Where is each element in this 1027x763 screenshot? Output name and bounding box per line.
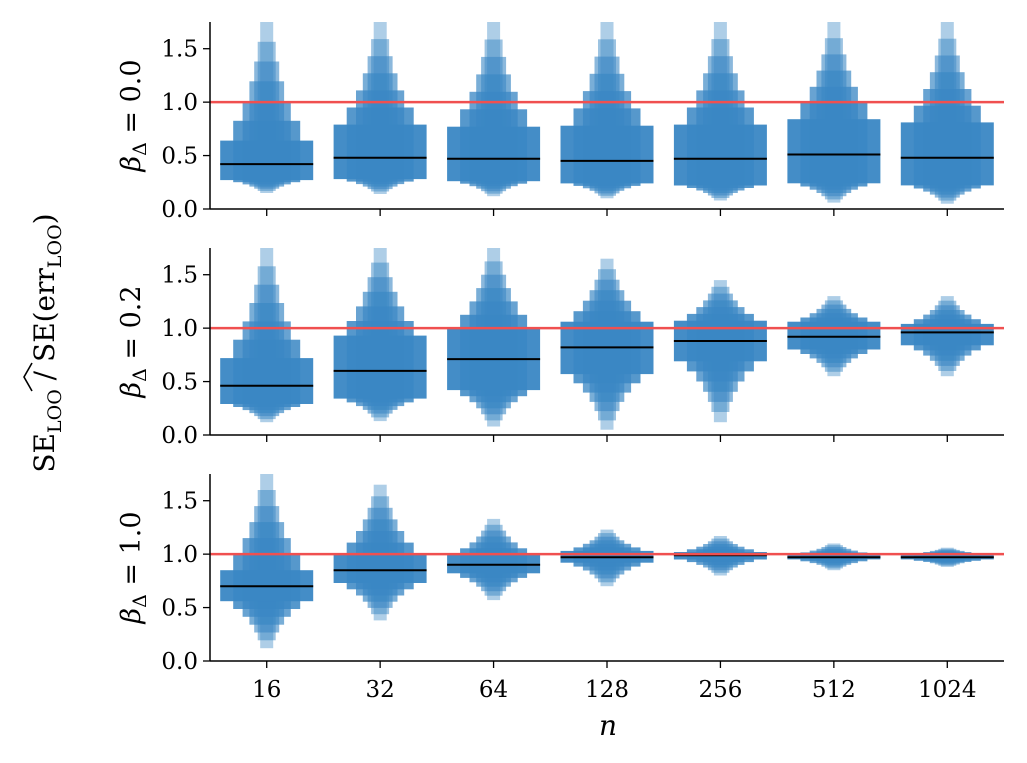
panel-label-value: = 1.0 (116, 511, 147, 594)
y-tick-label: 1.0 (161, 542, 198, 568)
x-tick-label: 64 (479, 677, 508, 703)
y-tick-label: 0.5 (161, 596, 198, 622)
panel-label-value: = 0.2 (116, 285, 147, 368)
y-label-hat (23, 362, 33, 392)
y-tick-label: 0.5 (161, 370, 198, 396)
y-label-sep: / SE(err (28, 267, 61, 389)
lv-box-256-level-0 (673, 124, 767, 186)
x-tick-label: 1024 (918, 677, 977, 703)
lv-box-64-level-0 (447, 554, 541, 574)
x-tick-label: 256 (698, 677, 742, 703)
y-label-sub2: LOO (44, 224, 66, 268)
panel-label-sub: Δ (129, 594, 151, 608)
y-tick-label: 1.0 (161, 90, 198, 116)
x-axis-label: n (599, 709, 617, 742)
y-label-main: SE (28, 433, 61, 473)
y-tick-label: 1.5 (161, 263, 198, 289)
x-tick-label: 512 (812, 677, 856, 703)
panel-label: βΔ = 0.2 (116, 285, 151, 398)
y-axis-label: SELOO / SE(errLOO) (28, 213, 66, 472)
y-label-close: ) (28, 213, 61, 224)
lv-box-128-level-0 (560, 125, 654, 184)
panel-label: βΔ = 0.0 (116, 59, 151, 172)
lv-box-32-level-0 (333, 554, 427, 583)
y-label-sub1: LOO (44, 389, 66, 433)
x-tick-label: 32 (366, 677, 395, 703)
lv-box-16-level-0 (220, 140, 314, 181)
panel-label-beta: β (116, 382, 147, 399)
x-tick-label: 128 (585, 677, 629, 703)
lv-box-512-level-0 (787, 119, 881, 184)
lv-box-64-level-0 (447, 126, 541, 182)
panel-2: 0.0 0.5 1.0 1.5 16 32 64 128 256 512 1024 βΔ = 1.0 (116, 474, 1004, 703)
y-tick-label: 0.0 (161, 423, 198, 449)
y-tick-label: 1.5 (161, 37, 198, 63)
panel-label: βΔ = 1.0 (116, 511, 151, 624)
panel-1: 0.0 0.5 1.0 1.5 βΔ = 0.2 (116, 248, 1004, 449)
y-tick-label: 1.0 (161, 316, 198, 342)
panel-0: 0.0 0.5 1.0 1.5 βΔ = 0.0 (116, 22, 1004, 223)
panel-label-beta: β (116, 608, 147, 625)
y-tick-label: 1.5 (161, 489, 198, 515)
y-tick-label: 0.0 (161, 649, 198, 675)
y-tick-label: 0.5 (161, 144, 198, 170)
lv-box-32-level-0 (333, 335, 427, 399)
panel-label-sub: Δ (129, 368, 151, 382)
panel-label-value: = 0.0 (116, 59, 147, 142)
lv-box-512-level-0 (787, 321, 881, 350)
lv-box-1024-level-0 (900, 122, 994, 186)
panels: 0.00.51.01.5βΔ = 0.00.00.51.01.5βΔ = 0.2… (116, 22, 1004, 703)
x-tick-label: 16 (252, 677, 281, 703)
y-tick-label: 0.0 (161, 197, 198, 223)
lv-box-32-level-0 (333, 124, 427, 180)
panel-label-sub: Δ (129, 142, 151, 156)
lv-box-16-level-0 (220, 358, 314, 404)
panel-label-beta: β (116, 156, 147, 173)
